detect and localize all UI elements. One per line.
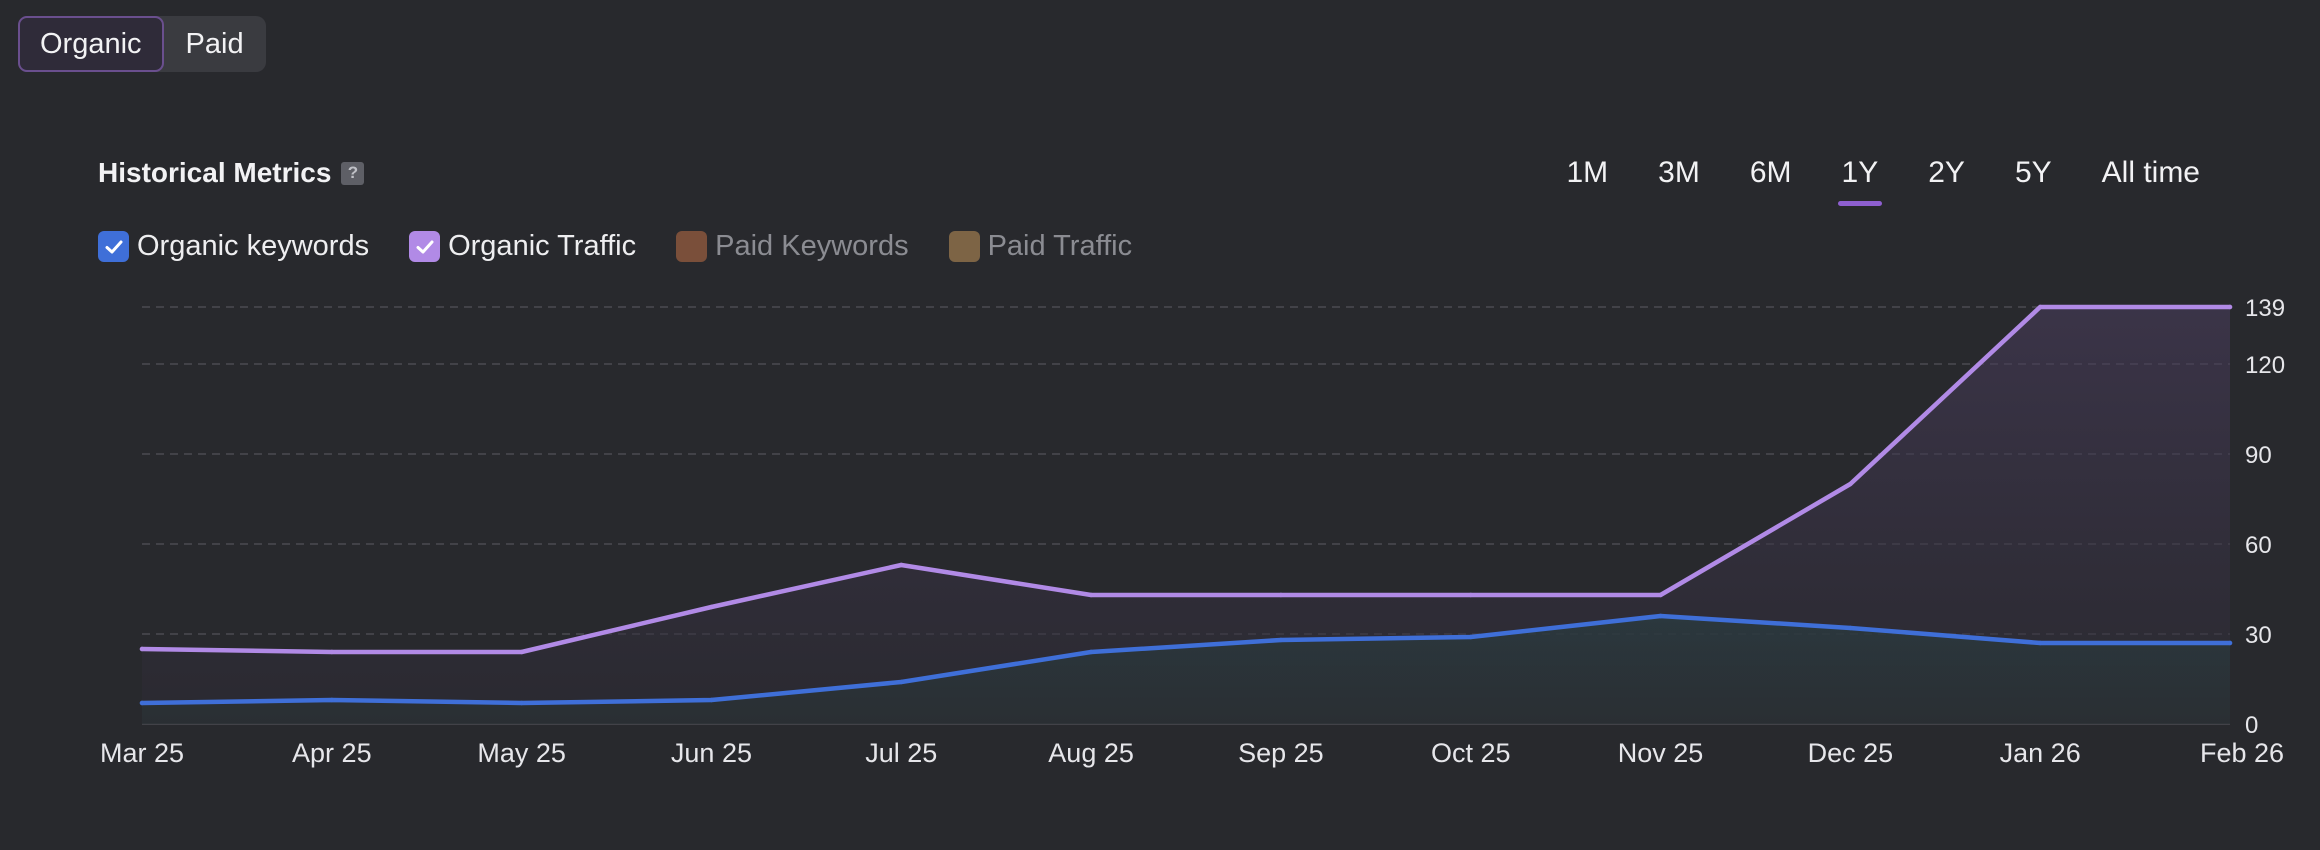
x-tick-label: Dec 25 [1808,738,1894,768]
legend-item-paid-keywords[interactable]: Paid Keywords [676,230,909,263]
y-tick-label: 30 [2245,622,2272,649]
checkbox-checked-icon[interactable] [409,231,441,262]
area-organic-keywords [142,616,2230,724]
line-organic-traffic [139,304,2233,655]
help-icon[interactable]: ? [341,161,365,185]
data-point [2037,640,2043,646]
tab-organic[interactable]: Organic [18,16,164,72]
checkbox-unchecked-icon[interactable] [676,231,708,262]
x-tick-label: Jun 25 [671,738,752,768]
checkbox-checked-icon[interactable] [98,231,129,262]
data-point [1278,592,1284,598]
time-range-tabs: 1M 3M 6M 1Y 2Y 5Y All time [1566,156,2200,206]
x-tick-label: Mar 25 [100,738,184,768]
y-tick-label: 90 [2245,442,2272,469]
data-point [1278,637,1284,643]
y-tick-label: 139 [2245,295,2285,322]
data-point [1468,634,1473,640]
data-point [329,697,335,703]
range-3m[interactable]: 3M [1658,156,1700,189]
data-point [2227,640,2233,646]
legend-label: Paid Keywords [715,230,909,262]
title-text: Historical Metrics [98,157,332,188]
data-point [139,700,145,706]
data-point [709,697,714,703]
legend-label: Paid Traffic [987,230,1133,262]
data-point [1848,625,1853,631]
legend-label: Organic keywords [137,230,370,262]
data-point [1088,649,1094,655]
data-point [519,649,524,655]
data-point [899,679,904,685]
data-point [899,562,904,568]
data-point [1088,592,1094,598]
data-point [139,646,145,652]
data-point [1658,592,1663,598]
line-organic-keywords [139,613,2233,706]
range-2y[interactable]: 2Y [1928,156,1965,189]
legend-item-organic-keywords[interactable]: Organic keywords [98,230,369,263]
y-tick-label: 0 [2245,712,2258,739]
x-tick-label: Feb 26 [2200,738,2284,768]
y-tick-label: 120 [2245,352,2285,379]
legend-item-paid-traffic[interactable]: Paid Traffic [948,230,1133,263]
data-point [2037,304,2043,310]
range-all-time[interactable]: All time [2101,156,2200,189]
organic-paid-toggle: Organic Paid [18,16,266,72]
x-tick-label: Nov 25 [1618,738,1704,768]
legend-item-organic-traffic[interactable]: Organic Traffic [409,230,636,263]
data-point [1658,613,1663,619]
data-point [709,604,714,610]
checkbox-unchecked-icon[interactable] [948,231,980,262]
x-tick-label: Oct 25 [1431,738,1511,768]
range-6m[interactable]: 6M [1749,156,1792,189]
x-tick-label: Jul 25 [865,738,937,768]
tab-paid[interactable]: Paid [185,27,244,60]
data-point [1468,592,1473,598]
y-tick-label: 60 [2245,532,2272,559]
data-point [1848,481,1853,487]
data-point [519,700,524,706]
legend-label: Organic Traffic [448,230,637,262]
legend: Organic keywords Organic Traffic Paid Keyw… [98,230,1132,263]
range-1m[interactable]: 1M [1566,156,1609,189]
range-1y[interactable]: 1Y [1837,156,1882,206]
x-tick-label: May 25 [477,738,566,768]
x-tick-label: Aug 25 [1048,738,1134,768]
x-tick-label: Jan 26 [2000,738,2081,768]
data-point [329,649,335,655]
x-tick-label: Apr 25 [292,738,372,768]
range-5y[interactable]: 5Y [2014,156,2052,189]
chart-title: Historical Metrics ? [98,157,365,189]
data-point [2227,304,2233,310]
x-tick-label: Sep 25 [1238,738,1324,768]
